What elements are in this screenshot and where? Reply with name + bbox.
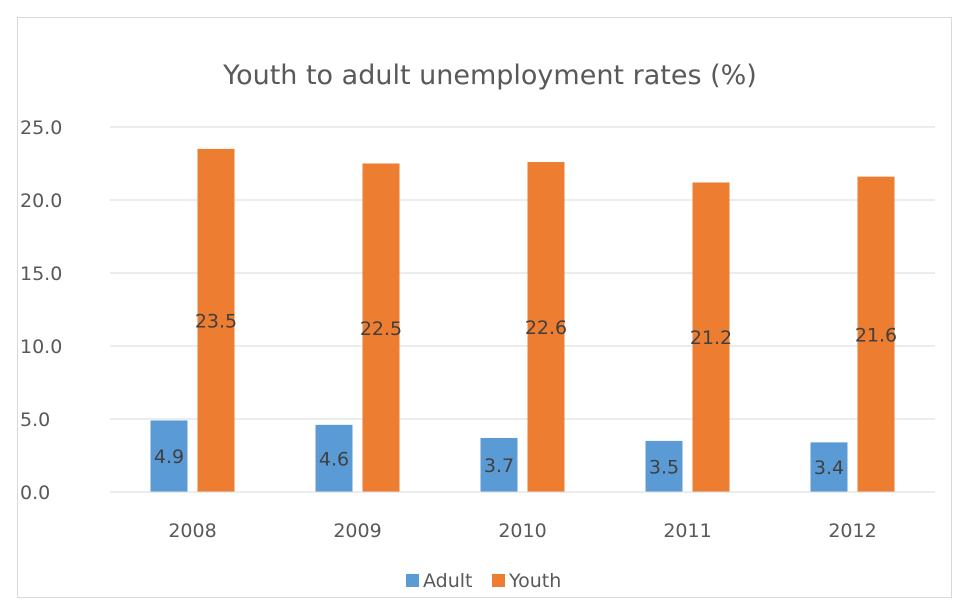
legend-swatch-adult xyxy=(406,574,419,587)
y-tick-label: 15.0 xyxy=(20,263,62,285)
bar-youth-2012 xyxy=(857,176,895,492)
bar-adult-2009 xyxy=(315,424,353,492)
x-tick-label: 2012 xyxy=(828,520,876,542)
bar-youth-2008 xyxy=(197,148,235,492)
legend-swatch-youth xyxy=(492,574,505,587)
legend-label-youth: Youth xyxy=(508,570,561,592)
bar-adult-2010 xyxy=(480,437,518,492)
data-label-adult-2009: 4.6 xyxy=(319,448,349,470)
y-tick-label: 20.0 xyxy=(20,190,62,212)
x-axis: 2008 2009 2010 2011 2012 xyxy=(110,491,935,542)
data-label-adult-2008: 4.9 xyxy=(154,446,184,468)
bar-youth-2011 xyxy=(692,182,730,493)
data-label-youth-2008: 23.5 xyxy=(195,310,237,332)
chart-title: Youth to adult unemployment rates (%) xyxy=(222,60,757,91)
y-tick-label: 0.0 xyxy=(20,482,50,504)
data-label-youth-2009: 22.5 xyxy=(360,318,402,340)
y-tick-label: 25.0 xyxy=(20,117,62,139)
data-label-adult-2012: 3.4 xyxy=(814,457,844,479)
y-tick-label: 10.0 xyxy=(20,336,62,358)
bars xyxy=(150,148,895,493)
x-tick-label: 2008 xyxy=(168,520,216,542)
data-label-youth-2011: 21.2 xyxy=(690,327,732,349)
data-label-adult-2011: 3.5 xyxy=(649,456,679,478)
legend: Adult Youth xyxy=(406,570,561,592)
data-label-youth-2010: 22.6 xyxy=(525,317,567,339)
bar-adult-2011 xyxy=(645,440,683,492)
chart-frame xyxy=(17,17,952,598)
data-labels: 4.9 23.5 4.6 22.5 3.7 22.6 3.5 21.2 3.4 21.6 xyxy=(154,310,897,479)
bar-adult-2012 xyxy=(810,442,848,492)
legend-label-adult: Adult xyxy=(423,570,473,592)
data-label-youth-2012: 21.6 xyxy=(855,324,897,346)
bar-youth-2010 xyxy=(527,162,565,493)
y-axis: 0.0 5.0 10.0 15.0 20.0 25.0 xyxy=(20,117,62,504)
bar-adult-2008 xyxy=(150,420,188,492)
x-tick-label: 2011 xyxy=(663,520,711,542)
x-tick-label: 2009 xyxy=(333,520,381,542)
y-tick-label: 5.0 xyxy=(20,409,50,431)
x-tick-label: 2010 xyxy=(498,520,546,542)
data-label-adult-2010: 3.7 xyxy=(484,455,514,477)
bar-youth-2009 xyxy=(362,163,400,492)
